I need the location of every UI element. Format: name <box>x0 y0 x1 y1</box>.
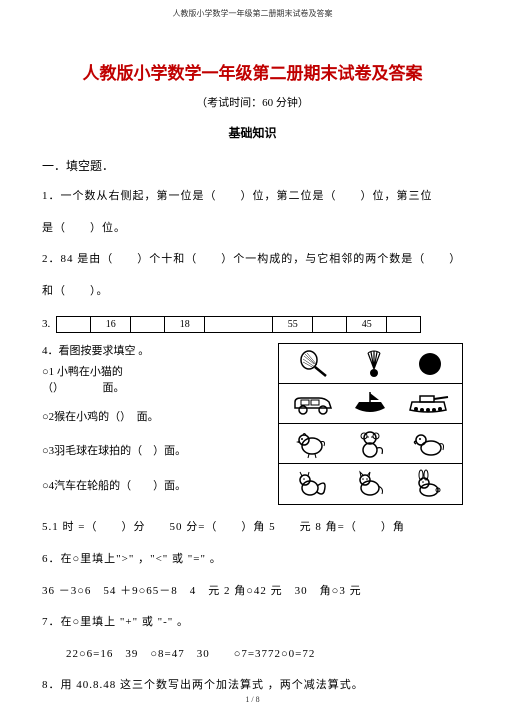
rabbit-icon <box>411 468 447 500</box>
cat-icon <box>352 468 388 500</box>
question-4: 4．看图按要求填空 。 ○1 小鸭在小猫的 （） 面。 ○2猴在小鸡的（） 面。… <box>42 343 463 505</box>
table-cell <box>131 317 165 333</box>
page-content: 人教版小学数学一年级第二册期末试卷及答案 （考试时间：60 分钟） 基础知识 一… <box>0 19 505 695</box>
table-cell: 16 <box>91 317 131 333</box>
page-header: 人教版小学数学一年级第二册期末试卷及答案 <box>0 0 505 19</box>
table-cell <box>205 317 239 333</box>
question-4-heading: 4．看图按要求填空 。 <box>42 343 272 360</box>
question-2-line2: 和（ ）。 <box>42 283 463 301</box>
question-4-2: ○2猴在小鸡的（） 面。 <box>42 409 272 426</box>
question-1-line2: 是（ ）位。 <box>42 220 463 238</box>
table-cell: 45 <box>347 317 387 333</box>
table-cell <box>239 317 273 333</box>
doc-subtitle: （考试时间：60 分钟） <box>42 94 463 110</box>
question-1-line1: 1．一个数从右侧起，第一位是（ ）位，第二位是（ ）位，第三位 <box>42 188 463 206</box>
car-icon <box>291 390 335 418</box>
page-footer: 1 / 8 <box>0 695 505 704</box>
racket-icon <box>298 349 332 379</box>
table-cell <box>57 317 91 333</box>
doc-title: 人教版小学数学一年级第二册期末试卷及答案 <box>42 59 463 84</box>
question-4-1b: （） 面。 <box>42 380 272 397</box>
ball-icon <box>416 350 444 378</box>
image-row <box>279 344 462 384</box>
boat-icon <box>351 390 389 418</box>
question-3-table: 16 18 55 45 <box>56 316 421 333</box>
image-row <box>279 464 462 504</box>
question-8: 8．用 40.8.48 这三个数写出两个加法算式 ，两个减法算式。 <box>42 677 463 695</box>
table-cell: 18 <box>165 317 205 333</box>
subsection-heading: 一．填空题． <box>42 157 463 174</box>
image-row <box>279 384 462 424</box>
tank-icon <box>406 390 450 418</box>
image-row <box>279 424 462 464</box>
question-5: 5.1 时 =（ ）分 50 分=（ ）角 5 元 8 角=（ ）角 <box>42 519 463 537</box>
monkey-icon <box>352 428 388 460</box>
section-heading: 基础知识 <box>42 124 463 141</box>
question-4-4: ○4汽车在轮船的（ ）面。 <box>42 478 272 495</box>
question-4-3: ○3羽毛球在球拍的（ ）面。 <box>42 443 272 460</box>
question-7: 7．在○里填上 "+" 或 "-" 。 <box>42 614 463 632</box>
question-7b: 22○6=16 39 ○8=47 30 ○7=3772○0=72 <box>42 646 463 664</box>
question-3-number: 3. <box>42 318 50 330</box>
squirrel-icon <box>294 468 330 500</box>
table-cell: 55 <box>273 317 313 333</box>
question-4-image-grid <box>278 343 463 505</box>
question-3: 3. 16 18 55 45 <box>42 314 463 333</box>
question-2-line1: 2．84 是由（ ）个十和（ ）个一构成的，与它相邻的两个数是（ ） <box>42 251 463 269</box>
question-6: 6．在○里填上">" ，"<" 或 "=" 。 <box>42 551 463 569</box>
duck-icon <box>411 428 447 460</box>
table-cell <box>387 317 421 333</box>
shuttlecock-icon <box>361 349 387 379</box>
question-6b: 36 －3○6 54 ＋9○65－8 4 元 2 角○42 元 30 角○3 元 <box>42 583 463 601</box>
question-4-text: 4．看图按要求填空 。 ○1 小鸭在小猫的 （） 面。 ○2猴在小鸡的（） 面。… <box>42 343 272 505</box>
table-cell <box>313 317 347 333</box>
chicken-icon <box>294 428 330 460</box>
question-4-1a: ○1 小鸭在小猫的 <box>42 364 272 381</box>
